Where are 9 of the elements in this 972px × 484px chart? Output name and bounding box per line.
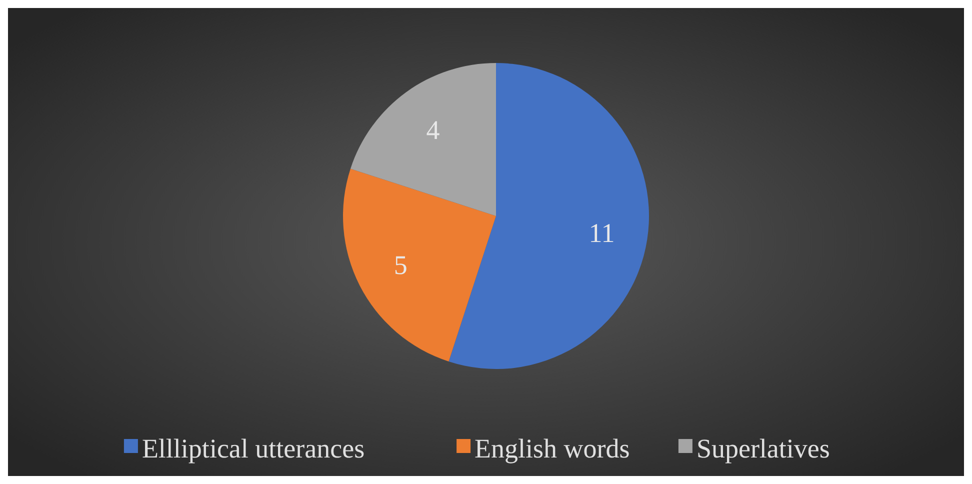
legend-label: Ellliptical utterances <box>142 433 365 464</box>
pie-slice <box>448 63 649 369</box>
pie-slice <box>343 168 496 362</box>
pie-slice <box>350 63 496 216</box>
legend-label: English words <box>474 433 630 464</box>
legend-label: Superlatives <box>696 433 830 464</box>
data-label: 5 <box>394 250 408 280</box>
data-label: 4 <box>426 114 440 145</box>
data-label: 11 <box>588 218 615 248</box>
